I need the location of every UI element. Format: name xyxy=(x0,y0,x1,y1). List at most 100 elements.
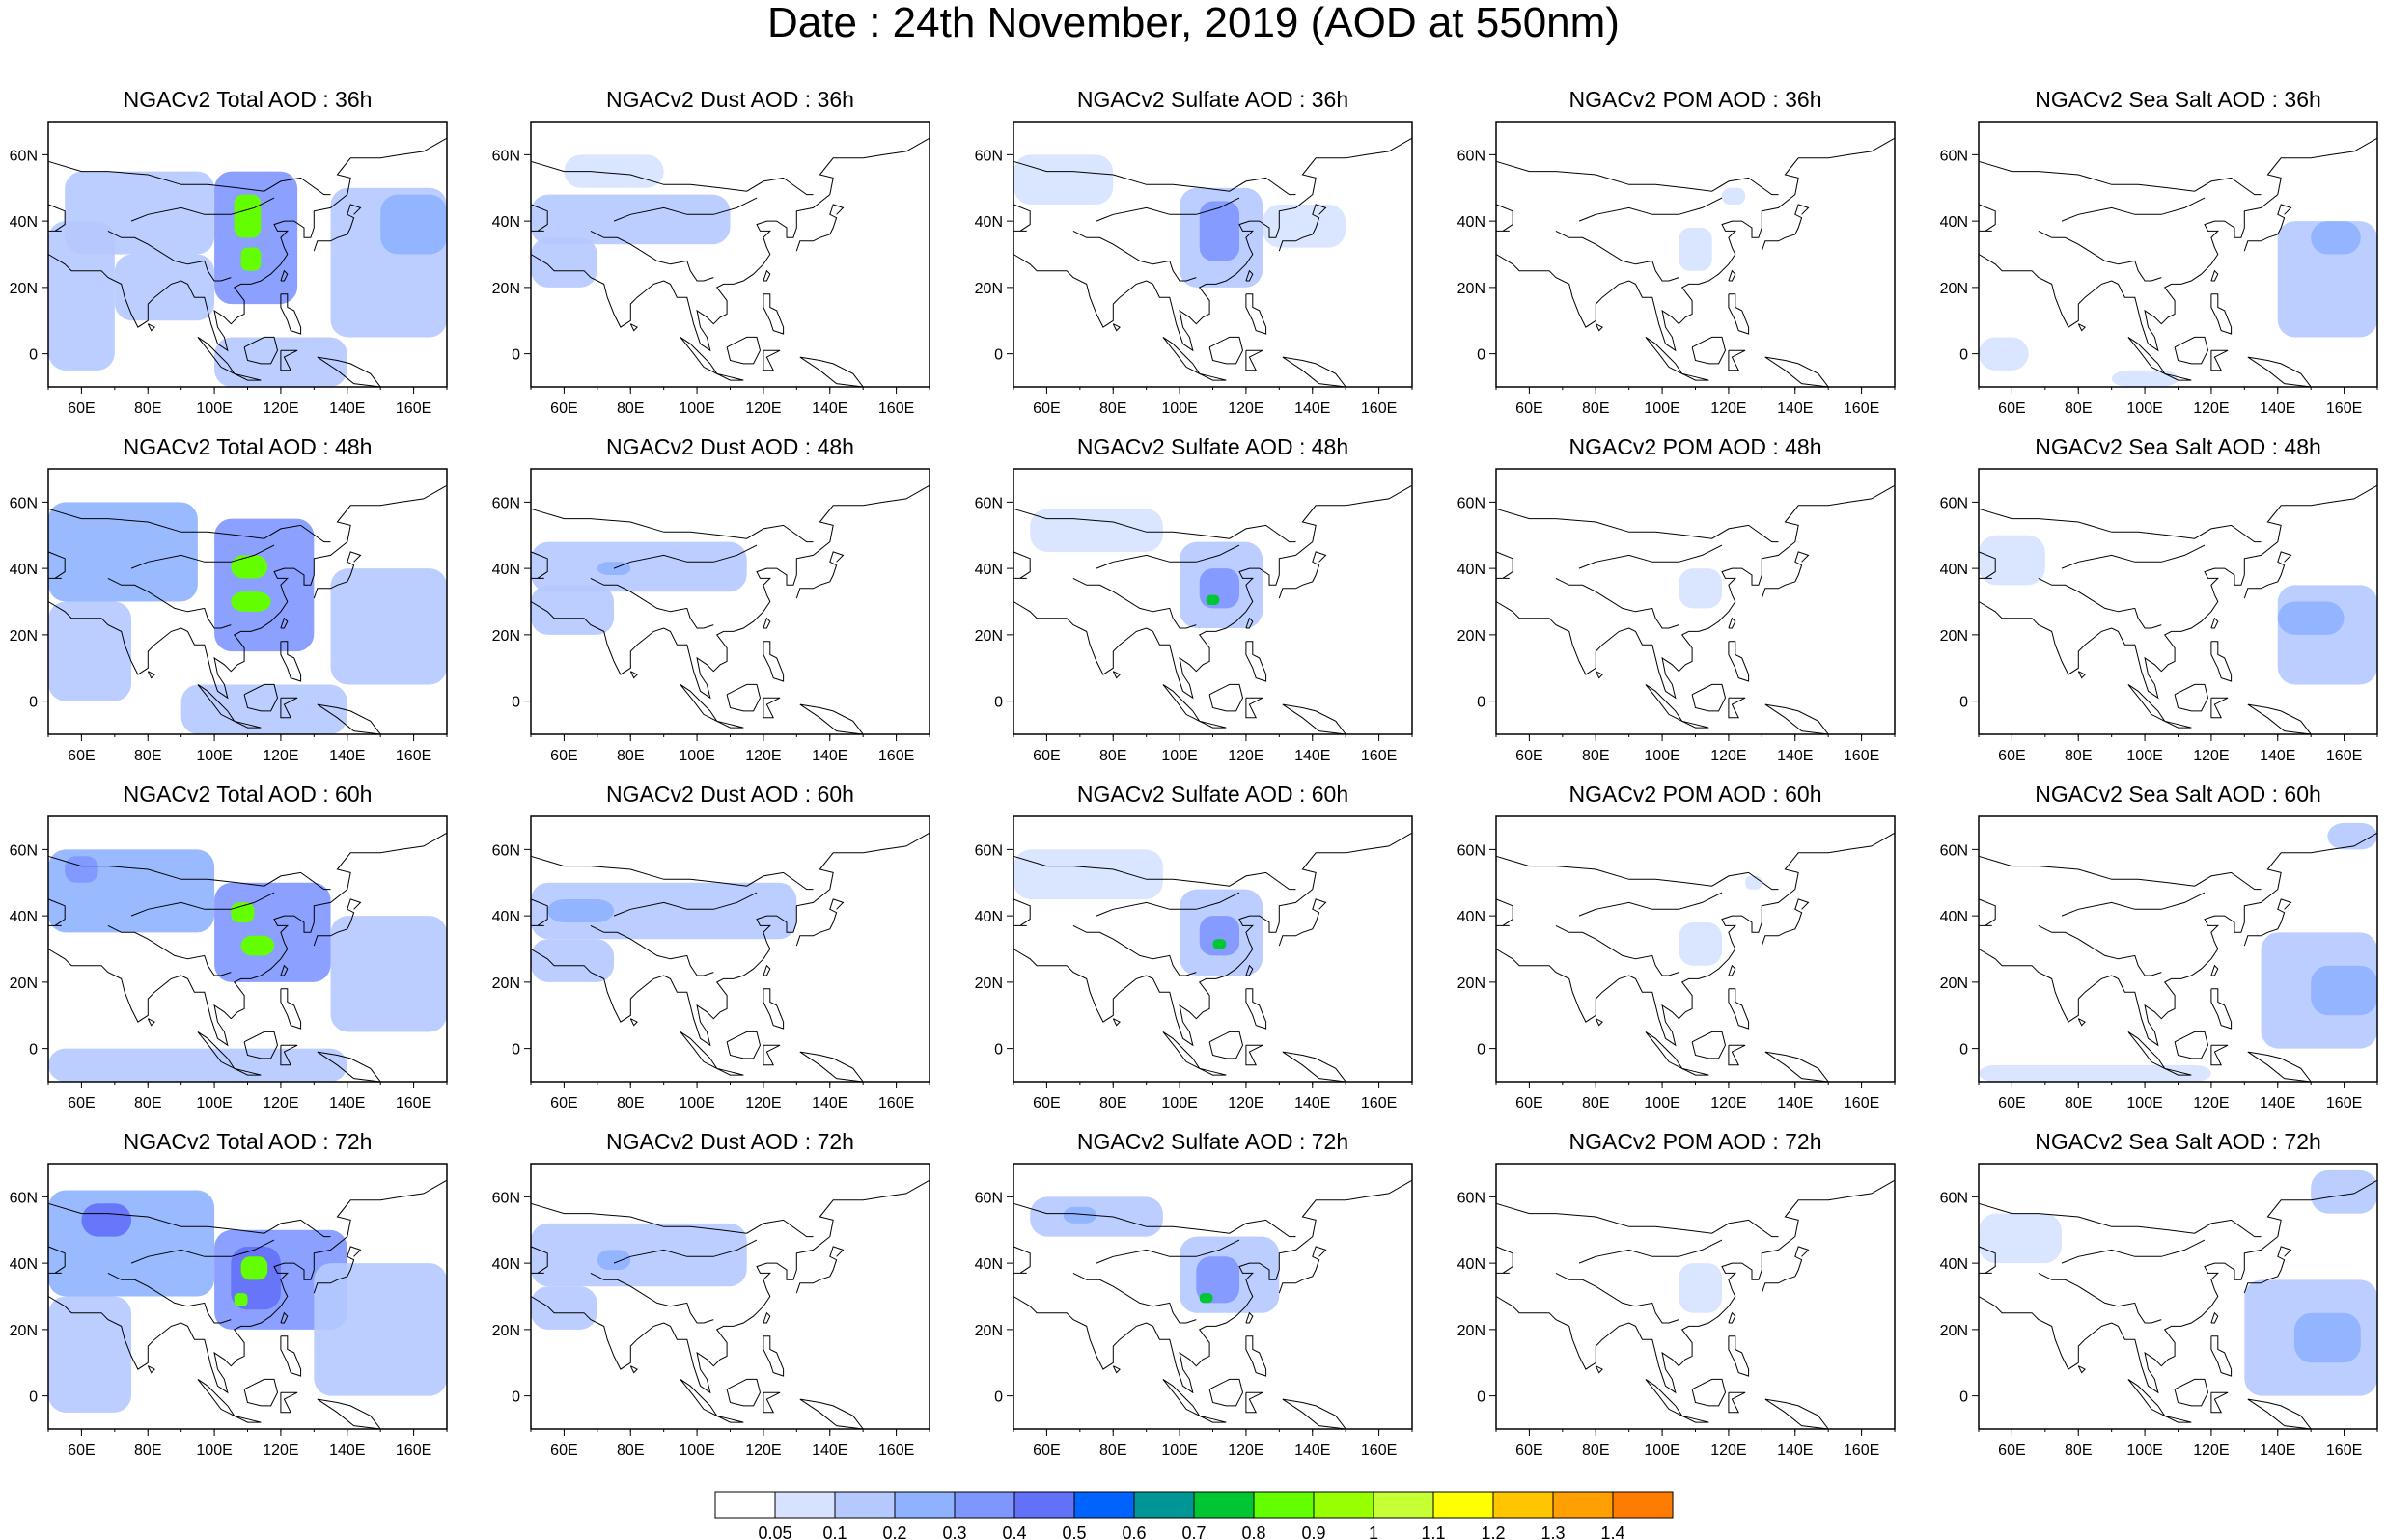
lon-tick-label: 120E xyxy=(263,1095,298,1112)
lat-tick-label: 60N xyxy=(1940,495,1968,511)
map-panel-dust-72h: NGACv2 Dust AOD : 72h 60E 80E 100E 120E 140E 1… xyxy=(492,1131,930,1468)
aod-map: 60E 80E 100E 120E 140E 160E 0 20N 40N 60N xyxy=(975,121,1413,417)
lon-tick-label: 120E xyxy=(1228,748,1263,764)
lon-tick-label: 80E xyxy=(1582,400,1609,417)
coastline-8 xyxy=(2127,683,2167,723)
coastline-10 xyxy=(726,336,762,365)
lon-tick-label: 160E xyxy=(2326,1443,2362,1459)
panel-title: NGACv2 Total AOD : 72h xyxy=(123,1129,373,1154)
coastline-0 xyxy=(1978,137,2378,352)
lon-tick-label: 80E xyxy=(134,1443,161,1459)
coastline-13 xyxy=(2077,323,2086,332)
lat-tick-label: 60N xyxy=(492,148,520,164)
colorbar-box-8 xyxy=(1193,1491,1255,1519)
colorbar-label: 0.7 xyxy=(1181,1524,1206,1540)
coastline-2 xyxy=(1013,855,1296,891)
map-panel-sulfate-36h: NGACv2 Sulfate AOD : 36h 60E 80E 100E 120E 14… xyxy=(975,89,1413,426)
lon-tick-label: 80E xyxy=(2065,400,2092,417)
aod-region-0 xyxy=(2277,585,2377,685)
coastline-8 xyxy=(1645,1031,1684,1070)
lat-tick-label: 20N xyxy=(492,1323,520,1339)
lon-tick-label: 160E xyxy=(1844,1095,1879,1112)
aod-region-5 xyxy=(240,247,262,271)
coastline-4 xyxy=(107,577,232,629)
lon-tick-label: 140E xyxy=(1777,400,1813,417)
colorbar-label: 0.6 xyxy=(1122,1524,1146,1540)
colorbar-label: 1.3 xyxy=(1540,1524,1565,1540)
lon-tick-label: 100E xyxy=(196,1095,232,1112)
aod-region-2 xyxy=(1979,535,2045,586)
coastline-10 xyxy=(1208,1031,1244,1059)
panel-title: NGACv2 Dust AOD : 48h xyxy=(606,434,854,459)
coastline-1 xyxy=(1013,898,1031,926)
coastline-9 xyxy=(234,372,262,381)
coastline-5 xyxy=(313,898,362,947)
lat-tick-label: 40N xyxy=(1457,214,1485,231)
coastline-3 xyxy=(130,544,275,569)
lat-tick-label: 20N xyxy=(10,976,38,992)
colorbar-box-14 xyxy=(1552,1491,1614,1519)
coastline-4 xyxy=(107,1272,232,1324)
coastline-4 xyxy=(2038,230,2162,282)
aod-map: 60E 80E 100E 120E 140E 160E 0 20N 40N 60N xyxy=(492,1163,930,1459)
lon-tick-label: 100E xyxy=(196,400,232,417)
coastline-9 xyxy=(1199,1415,1227,1423)
panel-title: NGACv2 Total AOD : 48h xyxy=(123,434,373,459)
coastline-13 xyxy=(629,1365,638,1374)
coastline-5 xyxy=(313,204,362,252)
lon-tick-label: 80E xyxy=(2065,1095,2092,1112)
lon-tick-label: 140E xyxy=(2260,1443,2295,1459)
coastline-13 xyxy=(147,1018,155,1027)
coastline-7 xyxy=(763,293,785,335)
coastline-10 xyxy=(726,1031,762,1059)
lat-tick-label: 60N xyxy=(975,1190,1003,1206)
coastline-0 xyxy=(530,832,930,1047)
coastline-11 xyxy=(2210,1044,2229,1066)
coastline-13 xyxy=(1595,323,1603,332)
coastline-13 xyxy=(629,1018,638,1027)
coastline-6 xyxy=(2210,617,2219,629)
lon-tick-label: 160E xyxy=(878,748,914,764)
coastline-12 xyxy=(1764,1051,1830,1083)
coastline-6 xyxy=(1245,1311,1254,1324)
coastline-0 xyxy=(530,484,930,700)
aod-region-5 xyxy=(234,1293,248,1306)
coastline-13 xyxy=(2077,671,2086,679)
lon-tick-label: 140E xyxy=(1777,748,1813,764)
coastline-6 xyxy=(1728,1311,1736,1324)
lat-tick-label: 40N xyxy=(975,909,1003,925)
aod-region-1 xyxy=(2311,221,2361,255)
lon-tick-label: 120E xyxy=(2193,748,2229,764)
coastline-10 xyxy=(2174,336,2209,365)
lat-tick-label: 40N xyxy=(1457,909,1485,925)
coastline-5 xyxy=(1278,1246,1327,1294)
lat-tick-label: 20N xyxy=(10,281,38,297)
coastline-11 xyxy=(280,697,298,719)
coastline-12 xyxy=(1764,1398,1830,1430)
panel-title: NGACv2 Sulfate AOD : 48h xyxy=(1076,434,1349,459)
coastline-5 xyxy=(795,898,845,947)
coastline-8 xyxy=(1645,1378,1684,1417)
lon-tick-label: 60E xyxy=(1515,400,1542,417)
panel-title: NGACv2 POM AOD : 48h xyxy=(1568,434,1822,459)
lat-tick-label: 20N xyxy=(1940,281,1968,297)
coastline-7 xyxy=(1728,1335,1750,1377)
aod-region-0 xyxy=(48,1190,215,1297)
aod-region-2 xyxy=(114,254,215,321)
coastline-6 xyxy=(2210,1311,2219,1324)
coastline-10 xyxy=(1208,336,1244,365)
coastline-4 xyxy=(590,924,714,976)
aod-region-3 xyxy=(214,171,298,305)
coastline-3 xyxy=(613,892,758,917)
coastline-2 xyxy=(530,160,814,196)
coastline-1 xyxy=(530,898,548,926)
lon-tick-label: 80E xyxy=(1582,1095,1609,1112)
lat-tick-label: 0 xyxy=(1477,1389,1485,1406)
lat-tick-label: 60N xyxy=(1457,1190,1485,1206)
coastline-6 xyxy=(1728,269,1736,282)
coastline-13 xyxy=(1112,671,1121,679)
coastline-0 xyxy=(1495,1179,1896,1394)
coastline-3 xyxy=(1578,892,1723,917)
coastline-7 xyxy=(280,1335,302,1377)
coastline-4 xyxy=(590,230,714,282)
